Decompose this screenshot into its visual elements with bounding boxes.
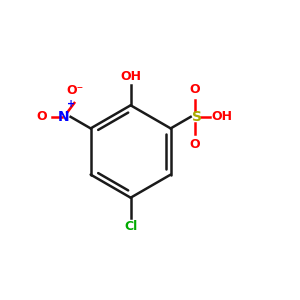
Text: OH: OH — [120, 70, 141, 83]
Text: S: S — [192, 110, 202, 124]
Text: N: N — [58, 110, 70, 124]
Text: +: + — [67, 100, 75, 110]
Text: O⁻: O⁻ — [67, 84, 84, 97]
Text: O: O — [189, 138, 200, 151]
Text: Cl: Cl — [124, 220, 137, 232]
Text: OH: OH — [212, 110, 233, 123]
Text: O: O — [36, 110, 46, 123]
Text: O: O — [189, 83, 200, 96]
